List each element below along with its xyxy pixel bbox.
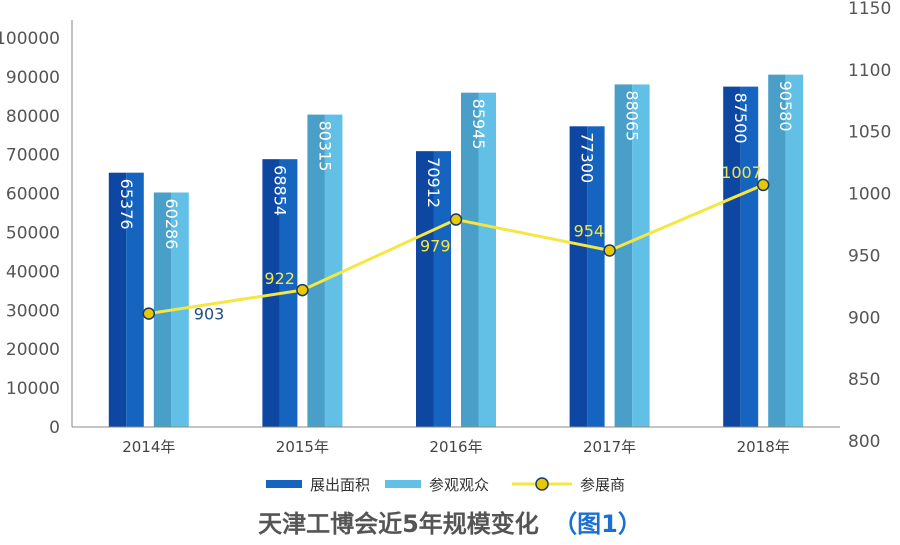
right-tick-label: 900 [848, 308, 880, 328]
bar [324, 114, 343, 428]
right-tick-label: 1100 [848, 61, 891, 81]
bar [785, 74, 804, 427]
bar-shade [569, 126, 588, 427]
legend-label: 参观观众 [429, 476, 489, 494]
left-tick-label: 10000 [6, 379, 60, 399]
bar-shade [768, 74, 786, 427]
line-point [142, 307, 156, 320]
x-tick-label: 2018年 [737, 438, 790, 456]
left-tick-label: 30000 [6, 301, 60, 321]
bar-value-label: 68854 [270, 165, 289, 216]
bar-value-label: 80315 [315, 121, 334, 172]
left-tick-label: 100000 [0, 29, 60, 49]
line-point-label: 922 [264, 269, 295, 288]
right-tick-label: 850 [848, 370, 880, 390]
bars: 65376 60286 68854 80315 70912 85945 77300 88065… [108, 74, 804, 428]
line-path [148, 183, 764, 316]
bar-value-label: 85945 [469, 99, 488, 150]
line-point [603, 244, 616, 257]
right-tick-label: 1000 [848, 185, 891, 205]
bar-shade [262, 159, 280, 427]
left-axis: 0 10000 20000 30000 40000 50000 60000 70000 8000… [0, 20, 73, 438]
chart-title: 天津工博会近5年规模变化 （图1） [258, 510, 642, 538]
right-tick-label: 1050 [848, 123, 891, 143]
left-tick-label: 80000 [6, 107, 60, 127]
right-axis: 800 850 900 950 1000 1050 1100 1150 [848, 0, 891, 452]
right-tick-label: 1150 [848, 0, 891, 19]
left-tick-label: 40000 [6, 262, 60, 282]
line-point [296, 283, 309, 297]
bar-value-label: 88065 [623, 90, 642, 141]
bar-value-label: 90580 [776, 81, 795, 132]
left-tick-label: 20000 [6, 340, 60, 360]
bar-value-label: 65376 [117, 179, 136, 230]
line-point-label: 954 [574, 221, 605, 240]
bar-shade [614, 84, 633, 427]
legend: 展出面积 参观观众 参展商 [266, 476, 625, 494]
left-tick-label: 60000 [6, 185, 60, 205]
legend-swatch [266, 480, 302, 488]
legend-label: 展出面积 [310, 476, 370, 494]
x-tick-label: 2015年 [276, 438, 329, 456]
bar [433, 151, 451, 427]
line-point-label: 903 [194, 305, 225, 324]
bar-shade [723, 86, 741, 427]
line-series: 903 922 979 954 1007 [142, 163, 770, 324]
bar-value-label: 77300 [578, 132, 597, 183]
bar-shade [461, 92, 479, 427]
bar-value-label: 87500 [731, 93, 750, 144]
right-tick-label: 800 [848, 432, 880, 452]
bar-shade [153, 192, 172, 427]
bar-shade [307, 114, 325, 428]
bar-value-label: 70912 [424, 157, 443, 208]
bar-value-label: 60286 [162, 198, 181, 249]
bar-shade [416, 151, 434, 427]
bar [632, 84, 650, 427]
legend-swatch-marker [535, 477, 549, 491]
x-tick-label: 2014年 [122, 438, 175, 456]
bar [740, 86, 759, 427]
left-tick-label: 0 [49, 418, 60, 438]
bar [126, 172, 144, 427]
x-tick-label: 2017年 [583, 438, 636, 456]
chart-title-main: 天津工博会近5年规模变化 [258, 510, 539, 538]
x-tick-label: 2016年 [429, 438, 482, 456]
bar [587, 126, 605, 427]
line-point [756, 178, 770, 192]
x-axis: 2014年 2015年 2016年 2017年 2018年 [72, 426, 840, 456]
line-point-label: 1007 [721, 163, 762, 182]
legend-label: 参展商 [580, 476, 625, 494]
left-tick-label: 70000 [6, 146, 60, 166]
bar-shade [108, 172, 127, 427]
legend-swatch [385, 480, 421, 488]
line-point-label: 979 [420, 237, 451, 256]
right-tick-label: 950 [848, 246, 880, 266]
line-point [449, 213, 463, 226]
bar [478, 92, 496, 427]
left-tick-label: 50000 [6, 224, 60, 244]
chart-title-suffix: （图1） [553, 510, 642, 538]
left-tick-label: 90000 [6, 68, 60, 88]
